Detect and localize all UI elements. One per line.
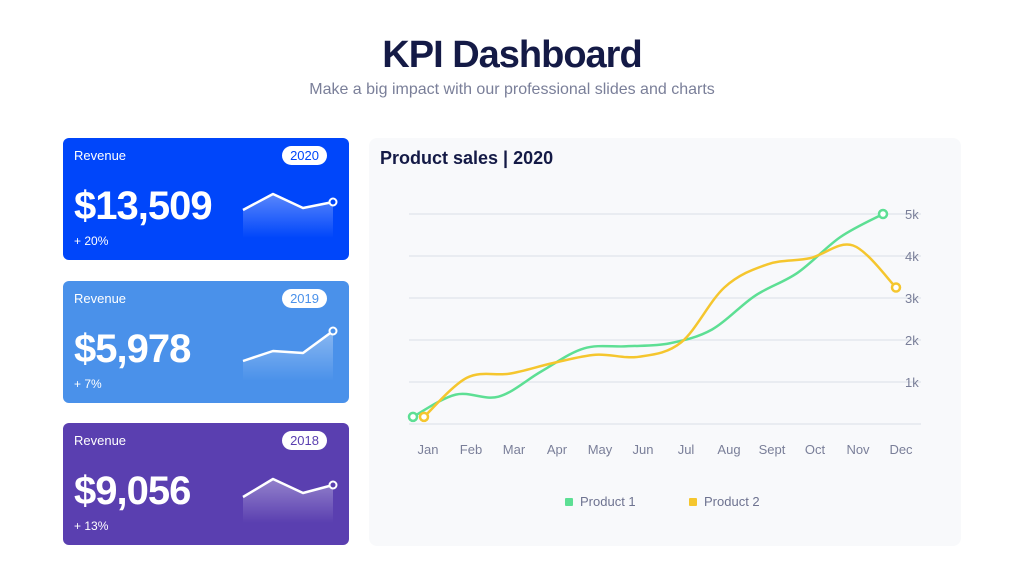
sparkline	[242, 326, 338, 381]
legend-label: Product 1	[580, 494, 636, 509]
revenue-value: $9,056	[74, 469, 191, 513]
series-line-2	[423, 243, 897, 418]
card-label: Revenue	[74, 291, 127, 306]
y-tick-label: 2k	[905, 333, 919, 348]
series-endpoint	[890, 282, 902, 293]
revenue-card-2020: Revenue 2020 $13,509 + 20%	[63, 138, 349, 260]
revenue-card-2019: Revenue 2019 $5,978 + 7%	[63, 281, 349, 403]
revenue-value: $13,509	[74, 184, 213, 228]
year-badge: 2020	[282, 146, 327, 165]
chart-title: Product sales | 2020	[380, 148, 554, 168]
x-tick-label: Oct	[805, 442, 826, 457]
legend-swatch	[689, 497, 697, 506]
revenue-value: $5,978	[74, 327, 191, 371]
series-endpoint	[877, 208, 889, 220]
x-tick-label: Mar	[503, 442, 526, 457]
legend-label: Product 2	[704, 494, 760, 509]
product-sales-chart: 1k 2k 3k 4k 5k Jan Feb Mar Apr May Jun Jul Aug Sept Oc…	[407, 207, 921, 457]
legend-item-product-1: Product 1	[565, 494, 636, 509]
year-badge: 2019	[282, 289, 327, 308]
revenue-change: + 13%	[74, 519, 109, 533]
sparkline	[242, 192, 338, 238]
page-title: KPI Dashboard	[382, 34, 642, 76]
x-tick-label: Jul	[678, 442, 695, 457]
y-tick-label: 1k	[905, 375, 919, 390]
series-line-1	[412, 212, 884, 418]
y-tick-label: 3k	[905, 291, 919, 306]
legend-item-product-2: Product 2	[689, 494, 760, 509]
year-badge: 2018	[282, 431, 327, 450]
x-tick-label: Jan	[418, 442, 439, 457]
product-sales-panel: Product sales | 2020 1k 2k 3k 4k 5k Jan Feb Mar…	[369, 138, 961, 546]
x-tick-label: Feb	[460, 442, 482, 457]
x-tick-label: Nov	[846, 442, 870, 457]
x-tick-label: Sept	[759, 442, 786, 457]
legend-swatch	[565, 497, 573, 506]
y-tick-label: 5k	[905, 207, 919, 222]
series-endpoint	[418, 411, 430, 423]
x-tick-label: Jun	[633, 442, 654, 457]
series-endpoint	[407, 411, 419, 423]
card-label: Revenue	[74, 433, 127, 448]
x-tick-label: May	[588, 442, 613, 457]
y-tick-label: 4k	[905, 249, 919, 264]
x-tick-label: Aug	[717, 442, 740, 457]
card-label: Revenue	[74, 148, 127, 163]
page-subtitle: Make a big impact with our professional …	[309, 81, 715, 98]
x-tick-label: Dec	[889, 442, 913, 457]
x-tick-label: Apr	[547, 442, 568, 457]
revenue-card-2018: Revenue 2018 $9,056 + 13%	[63, 423, 349, 545]
sparkline	[242, 477, 338, 523]
revenue-change: + 20%	[74, 234, 109, 248]
revenue-change: + 7%	[74, 377, 102, 391]
